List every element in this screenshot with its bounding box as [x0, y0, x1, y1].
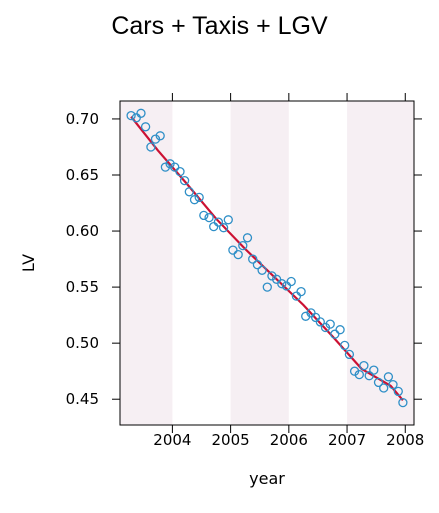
- x-tick-label: 2004: [153, 431, 191, 449]
- data-point: [383, 372, 394, 382]
- data-point: [257, 265, 267, 275]
- data-point: [252, 260, 263, 270]
- data-point: [335, 325, 345, 335]
- y-tick-label: 0.60: [66, 222, 99, 240]
- data-point: [218, 223, 229, 233]
- x-tick-label: 2007: [328, 431, 366, 449]
- data-point: [189, 195, 200, 205]
- data-point: [398, 397, 408, 408]
- chart-title: Cars + Taxis + LGV: [111, 12, 328, 40]
- data-point: [238, 240, 248, 251]
- data-point: [344, 349, 355, 360]
- data-point: [213, 217, 224, 227]
- data-point: [136, 108, 146, 118]
- data-point: [165, 159, 175, 169]
- year-bands: [120, 101, 414, 425]
- year-band: [347, 101, 414, 425]
- data-point: [393, 386, 403, 397]
- data-point: [325, 319, 335, 329]
- trend-line-path: [130, 116, 404, 402]
- axis-ticks: 2004 2005 2006 2007 2008 0.45 0.50 0.55 0.60 0.65…: [66, 93, 424, 449]
- data-point: [160, 162, 171, 172]
- data-point: [228, 245, 238, 255]
- data-point: [369, 365, 379, 375]
- data-point: [170, 162, 180, 172]
- data-point: [204, 212, 214, 223]
- data-point: [223, 215, 233, 225]
- data-point: [364, 371, 374, 381]
- data-point: [184, 187, 194, 197]
- data-point: [296, 286, 306, 297]
- data-point: [140, 122, 151, 132]
- data-point: [277, 279, 287, 289]
- data-point: [340, 340, 350, 351]
- data-point: [330, 329, 340, 339]
- x-tick-label: 2005: [212, 431, 250, 449]
- plot-frame: [119, 100, 415, 426]
- y-tick-label: 0.65: [66, 166, 99, 184]
- data-point: [354, 369, 364, 380]
- x-axis-title: year: [249, 469, 285, 488]
- data-point: [233, 249, 243, 260]
- y-tick-label: 0.55: [66, 278, 99, 296]
- x-tick-label: 2008: [386, 431, 424, 449]
- data-point: [315, 317, 325, 327]
- y-tick-label: 0.70: [66, 110, 99, 128]
- data-point: [175, 166, 185, 177]
- data-point: [262, 282, 272, 292]
- data-point: [248, 254, 258, 264]
- trend-line: [130, 116, 404, 402]
- y-axis-title: LV: [19, 254, 38, 272]
- data-point: [146, 142, 156, 152]
- y-tick-label: 0.45: [66, 390, 99, 408]
- data-point: [242, 233, 253, 243]
- data-point: [373, 377, 384, 388]
- data-point: [179, 175, 190, 186]
- data-point: [194, 192, 204, 203]
- data-point: [150, 134, 161, 144]
- data-points: [126, 108, 408, 408]
- data-point: [155, 131, 165, 141]
- data-point: [379, 383, 389, 393]
- data-point: [388, 379, 398, 390]
- y-tick-label: 0.50: [66, 334, 99, 352]
- data-point: [199, 210, 209, 221]
- data-point: [359, 360, 369, 371]
- x-tick-label: 2006: [270, 431, 308, 449]
- data-point: [126, 110, 136, 121]
- year-band: [120, 101, 173, 425]
- data-point: [286, 276, 296, 287]
- data-point: [209, 221, 219, 232]
